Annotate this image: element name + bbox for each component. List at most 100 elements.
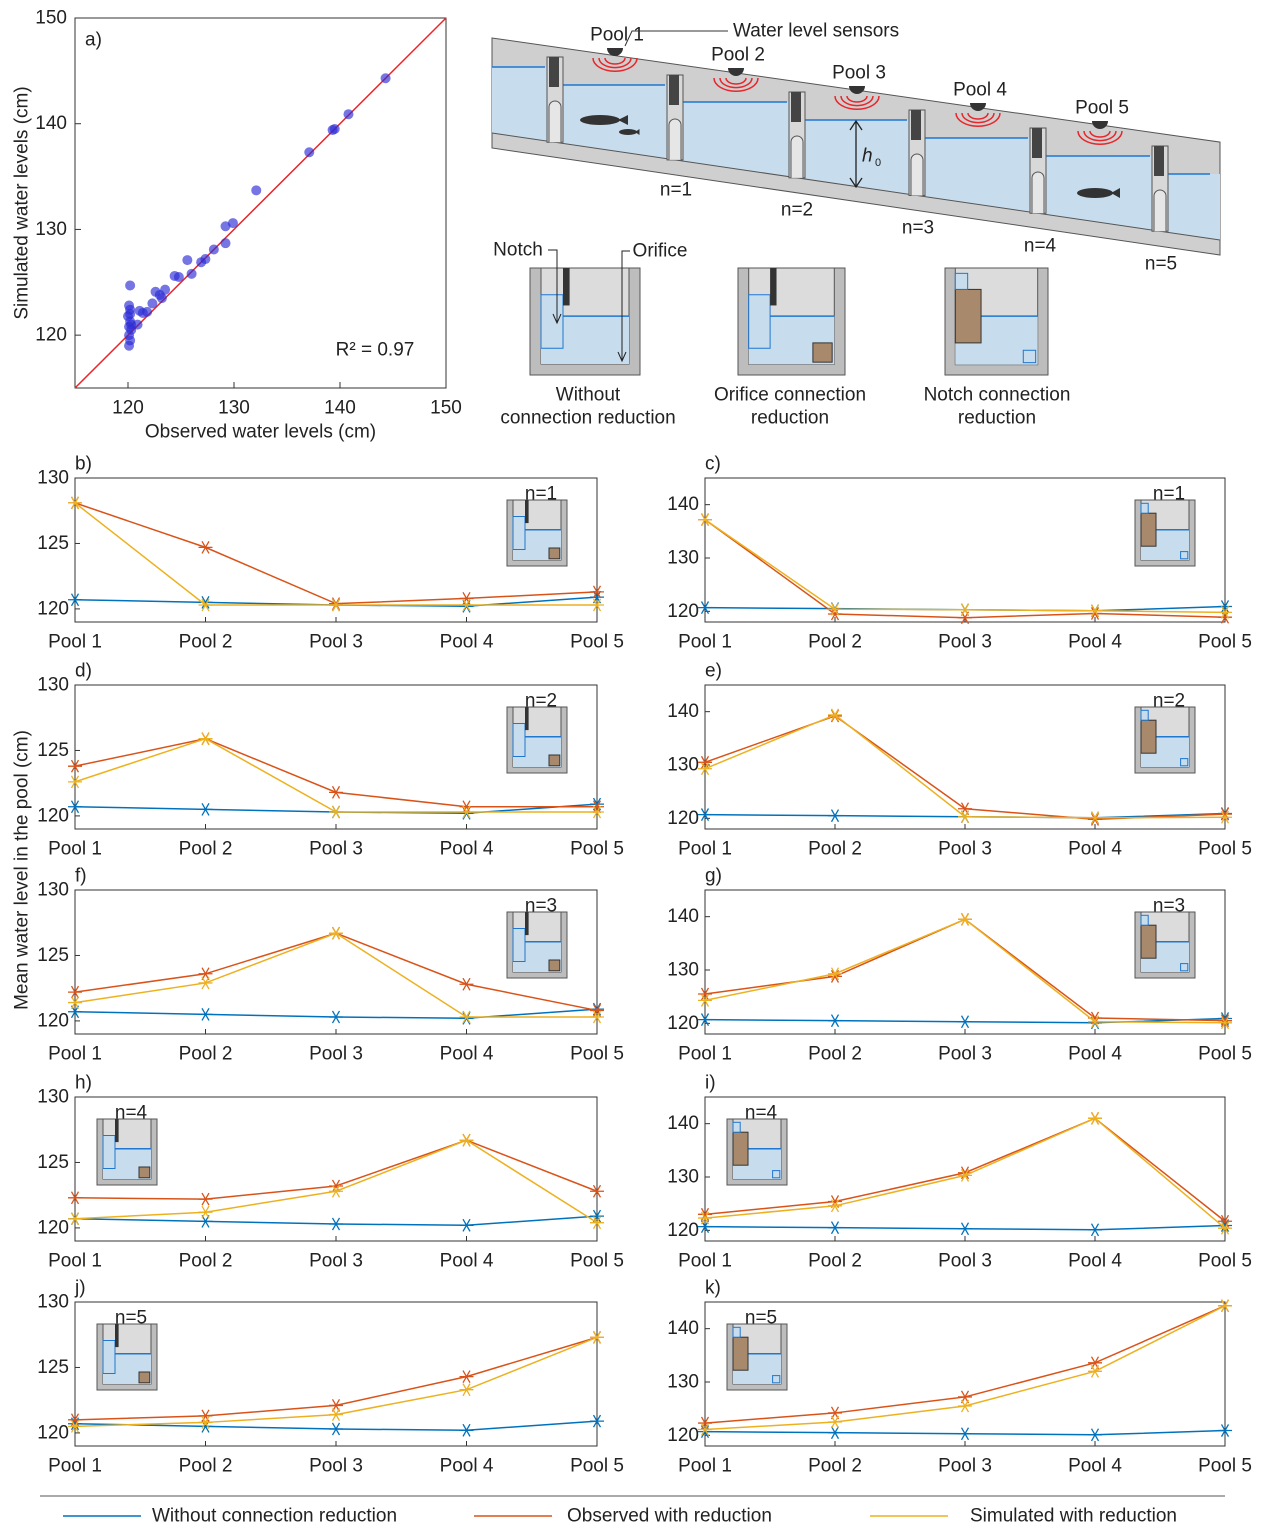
data-point <box>200 254 210 264</box>
x-tick-label: Pool 1 <box>678 632 732 653</box>
y-tick-label: 130 <box>37 1292 69 1313</box>
pool-label: Pool 3 <box>832 63 886 84</box>
x-tick-label: Pool 4 <box>1068 1456 1122 1477</box>
panel-label: f) <box>75 866 87 887</box>
x-tick-label: Pool 4 <box>1068 839 1122 860</box>
panel-label: h) <box>75 1073 92 1094</box>
x-tick-label: Pool 3 <box>938 1251 992 1272</box>
x-tick-label: Pool 1 <box>678 1044 732 1065</box>
x-tick-label: Pool 4 <box>440 1251 494 1272</box>
x-tick-label: 120 <box>112 398 144 419</box>
legend-entry: Observed with reduction <box>567 1506 772 1527</box>
icon-notch-block <box>1141 925 1156 958</box>
icon-notch-top <box>733 1122 740 1132</box>
y-tick-label: 140 <box>667 906 699 927</box>
panel-label: g) <box>705 866 722 887</box>
y-tick-label: 120 <box>37 1217 69 1238</box>
icon-notch <box>513 517 525 550</box>
panel-label: c) <box>705 454 721 475</box>
y-tick-label: 130 <box>667 960 699 981</box>
x-tick-label: Pool 2 <box>179 632 233 653</box>
caption: Without <box>556 385 621 406</box>
y-tick-label: 120 <box>667 1013 699 1034</box>
baffle-orifice <box>911 154 923 195</box>
fish <box>580 115 620 125</box>
data-point <box>160 285 170 295</box>
y-tick-label: 130 <box>37 468 69 489</box>
baffle-notch <box>911 110 921 140</box>
icon-orifice-block <box>139 1372 150 1383</box>
y-axis-title: Simulated water levels (cm) <box>12 86 33 319</box>
x-tick-label: Pool 5 <box>570 1456 624 1477</box>
x-tick-label: 140 <box>324 398 356 419</box>
icon-notch-block <box>733 1337 748 1370</box>
x-tick-label: Pool 4 <box>440 1044 494 1065</box>
y-tick-label: 130 <box>35 219 67 240</box>
data-point <box>251 185 261 195</box>
x-tick-label: Pool 3 <box>309 839 363 860</box>
icon-notch <box>513 724 525 757</box>
inset-label: n=1 <box>525 484 557 505</box>
baffle-orifice <box>669 119 681 160</box>
y-tick-label: 140 <box>667 494 699 515</box>
icon-notch-top <box>1141 503 1148 513</box>
x-tick-label: Pool 3 <box>309 632 363 653</box>
data-point <box>142 307 152 317</box>
icon-notch-top <box>1141 710 1148 720</box>
data-point <box>147 298 157 308</box>
y-tick-label: 125 <box>37 740 69 761</box>
data-point <box>330 124 340 134</box>
icon-notch-top <box>955 273 967 289</box>
y-tick-label: 130 <box>667 755 699 776</box>
page: 120130140150120130140150a)R² = 0.97Obser… <box>0 0 1269 1530</box>
shared-y-axis-title: Mean water level in the pool (cm) <box>12 730 33 1010</box>
y-tick-label: 120 <box>37 598 69 619</box>
data-point <box>174 272 184 282</box>
inset-label: n=4 <box>745 1103 778 1124</box>
y-tick-label: 130 <box>667 548 699 569</box>
notch-label: Notch <box>493 240 543 261</box>
panel-label: b) <box>75 454 92 475</box>
y-tick-label: 125 <box>37 1152 69 1173</box>
baffle-orifice <box>549 101 561 142</box>
icon-notch-block <box>733 1132 748 1165</box>
y-tick-label: 120 <box>37 805 69 826</box>
x-tick-label: Pool 1 <box>48 1251 102 1272</box>
panel-label: k) <box>705 1278 721 1299</box>
data-point <box>343 109 353 119</box>
data-point <box>187 269 197 279</box>
inset-label: n=1 <box>1153 484 1185 505</box>
x-tick-label: Pool 5 <box>570 1251 624 1272</box>
icon-notch-block <box>1141 720 1156 753</box>
panel-label: e) <box>705 661 722 682</box>
y-tick-label: 125 <box>37 1357 69 1378</box>
y-tick-label: 130 <box>37 1087 69 1108</box>
icon-notch-top <box>1141 915 1148 925</box>
x-tick-label: Pool 2 <box>808 632 862 653</box>
head-subscript: 0 <box>875 157 881 169</box>
inset-label: n=5 <box>115 1308 147 1329</box>
y-tick-label: 120 <box>37 1010 69 1031</box>
x-tick-label: Pool 5 <box>570 839 624 860</box>
y-tick-label: 120 <box>667 1220 699 1241</box>
baffle-orifice <box>1032 172 1044 213</box>
y-tick-label: 130 <box>37 675 69 696</box>
data-point <box>125 280 135 290</box>
icon-notch <box>541 295 563 349</box>
x-tick-label: Pool 5 <box>1198 632 1252 653</box>
x-tick-label: Pool 3 <box>938 839 992 860</box>
fish <box>619 129 637 135</box>
data-point <box>125 309 135 319</box>
x-tick-label: Pool 1 <box>678 1456 732 1477</box>
x-axis-title: Observed water levels (cm) <box>145 422 376 443</box>
pool-water <box>492 67 555 142</box>
data-point <box>228 218 238 228</box>
panel-label: d) <box>75 661 92 682</box>
icon-notch-top <box>733 1327 740 1337</box>
x-tick-label: Pool 2 <box>179 1251 233 1272</box>
y-tick-label: 120 <box>37 1422 69 1443</box>
step-label: n=5 <box>1145 254 1177 275</box>
y-tick-label: 120 <box>667 808 699 829</box>
icon-notch-bar <box>770 268 776 305</box>
x-tick-label: Pool 5 <box>1198 1251 1252 1272</box>
